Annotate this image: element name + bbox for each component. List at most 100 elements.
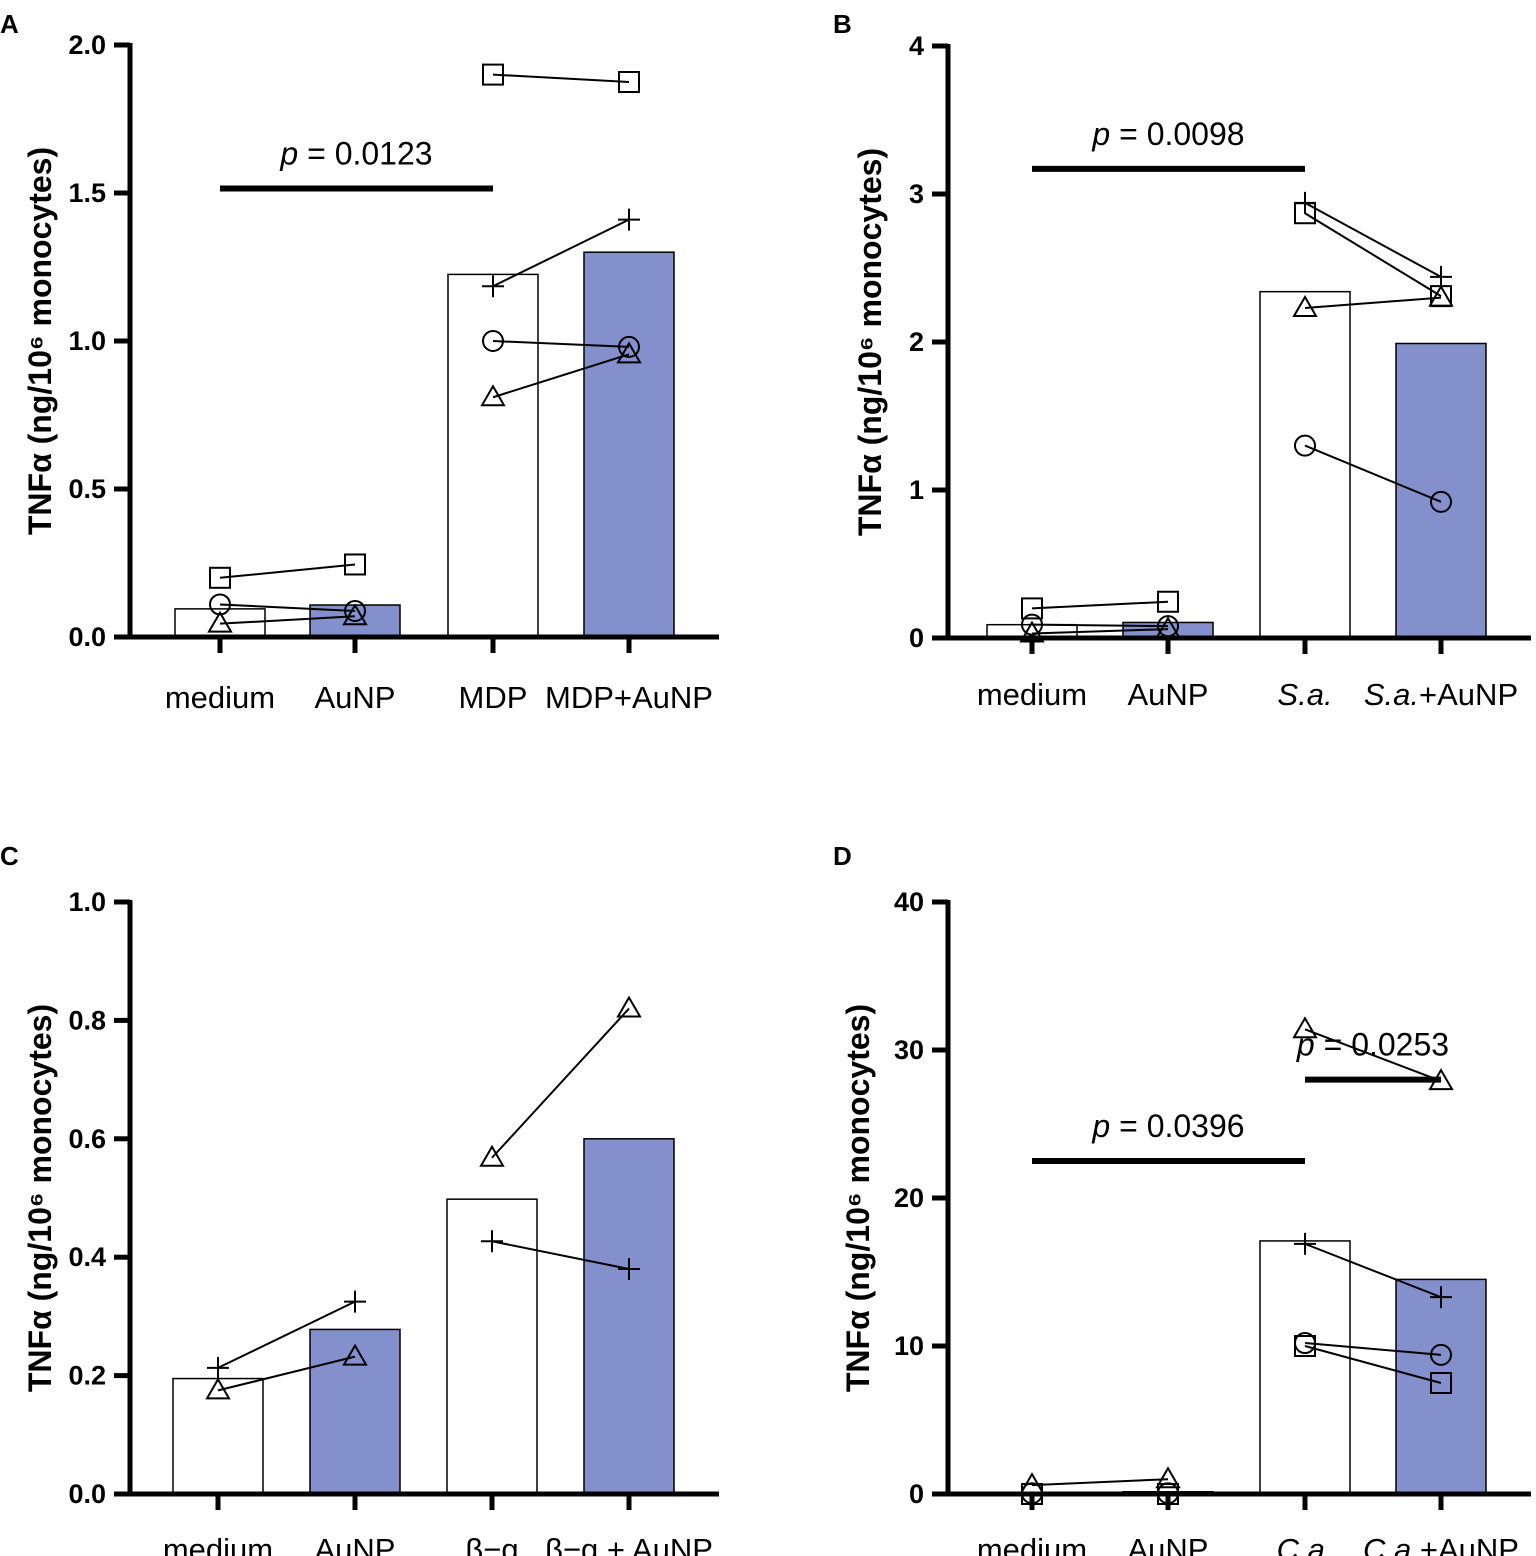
bar-3 xyxy=(447,273,539,638)
y-tick-label: 0.0 xyxy=(68,622,106,652)
marker-triangle xyxy=(342,603,368,626)
marker-triangle xyxy=(1019,620,1045,643)
donor-line xyxy=(1031,600,1169,610)
marker-triangle xyxy=(205,1377,231,1400)
marker-square xyxy=(1157,590,1179,613)
category-label: AuNP xyxy=(1128,677,1209,712)
marker-square xyxy=(344,553,366,576)
donor-line xyxy=(491,1007,630,1159)
category-label: AuNP xyxy=(1128,1532,1209,1556)
bar-4 xyxy=(583,1138,675,1495)
marker-circle xyxy=(1294,434,1316,457)
marker-plus xyxy=(618,1258,640,1281)
bar-1 xyxy=(172,1377,264,1495)
y-axis-label: TNFα (ng/10⁶ monocytes) xyxy=(22,1004,58,1392)
panel-letter: C xyxy=(0,841,19,871)
marker-triangle xyxy=(480,384,506,407)
marker-triangle xyxy=(1155,616,1181,639)
category-label: S.a.+AuNP xyxy=(1364,677,1518,712)
marker-triangle xyxy=(1155,1466,1181,1489)
donor-line xyxy=(492,340,630,348)
donor-line xyxy=(1304,212,1442,297)
category-label: medium xyxy=(163,1532,273,1556)
category-label: C.a. xyxy=(1277,1532,1334,1556)
marker-plus xyxy=(1430,265,1452,288)
y-tick-label: 1.0 xyxy=(68,887,106,917)
y-tick-label: 4 xyxy=(909,31,924,61)
panel-a: A 0.0 0.5 1.0 1.5 2.0 medium AuNP MDP MDP+AuNP TNF… xyxy=(0,9,719,715)
y-tick-label: 30 xyxy=(894,1035,924,1065)
donor-line xyxy=(219,563,356,579)
y-tick-label: 0.2 xyxy=(68,1361,106,1391)
y-tick-label: 0.5 xyxy=(68,474,106,504)
marker-circle xyxy=(1021,613,1043,636)
marker-plus xyxy=(1294,191,1316,214)
bar-3 xyxy=(1259,1240,1351,1495)
panel-letter: B xyxy=(833,9,852,39)
marker-square xyxy=(618,71,640,93)
panel-c: C 0.0 0.2 0.4 0.6 0.8 1.0 medium AuNP β−g β−g + Au… xyxy=(0,841,719,1556)
y-tick-label: 0 xyxy=(909,1479,924,1509)
donor-line xyxy=(491,1240,630,1271)
marker-square xyxy=(1157,1483,1179,1505)
p-value-label: p = 0.0396 xyxy=(1091,1108,1244,1144)
donor-line xyxy=(219,603,356,612)
y-tick-label: 40 xyxy=(894,887,924,917)
category-label: AuNP xyxy=(315,1532,396,1556)
category-label: medium xyxy=(165,680,275,715)
marker-circle xyxy=(618,335,640,358)
donor-line xyxy=(1304,444,1442,503)
marker-circle xyxy=(1430,490,1452,513)
marker-triangle xyxy=(616,341,642,364)
y-tick-label: 1.5 xyxy=(68,178,106,208)
y-axis-label: TNFα (ng/10⁶ monocytes) xyxy=(22,147,58,535)
marker-triangle xyxy=(207,610,233,633)
marker-plus xyxy=(344,1290,366,1313)
donor-line xyxy=(1304,1242,1442,1299)
donor-line xyxy=(492,73,630,83)
panel-letter: A xyxy=(0,9,19,39)
donor-line xyxy=(1304,1342,1442,1356)
p-value-label: p = 0.0253 xyxy=(1296,1027,1449,1063)
marker-triangle xyxy=(616,995,642,1018)
marker-plus xyxy=(1294,1232,1316,1255)
marker-square xyxy=(1430,1372,1452,1394)
bar-4 xyxy=(1395,1278,1487,1495)
marker-square xyxy=(1294,1335,1316,1357)
marker-triangle xyxy=(479,1144,505,1167)
marker-plus xyxy=(207,1356,229,1379)
category-label: β−g + AuNP xyxy=(545,1532,713,1556)
y-axis-label: TNFα (ng/10⁶ monocytes) xyxy=(840,1004,876,1392)
donor-line xyxy=(1304,202,1442,278)
donor-line xyxy=(1304,1028,1442,1083)
marker-square xyxy=(209,566,231,589)
marker-circle xyxy=(482,330,504,352)
marker-square xyxy=(1021,1483,1043,1505)
category-label: AuNP xyxy=(315,680,396,715)
category-label: MDP+AuNP xyxy=(545,680,713,715)
y-tick-label: 0.0 xyxy=(68,1479,106,1509)
marker-circle xyxy=(344,599,366,622)
bar-2 xyxy=(309,1328,401,1495)
category-label: medium xyxy=(977,1532,1087,1556)
donor-line xyxy=(1031,623,1169,628)
donor-line xyxy=(492,353,630,399)
y-axis-label: TNFα (ng/10⁶ monocytes) xyxy=(852,148,888,536)
p-value-label: p = 0.0098 xyxy=(1091,116,1244,152)
marker-triangle xyxy=(1292,294,1318,317)
marker-triangle xyxy=(1428,284,1454,307)
marker-plus xyxy=(482,275,504,298)
marker-square xyxy=(482,63,504,86)
donor-line xyxy=(217,1300,356,1369)
y-tick-label: 20 xyxy=(894,1183,924,1213)
category-label: S.a. xyxy=(1277,677,1332,712)
marker-circle xyxy=(1430,1343,1452,1366)
marker-triangle xyxy=(342,1343,368,1366)
donor-line xyxy=(492,218,630,288)
y-tick-label: 1 xyxy=(909,475,924,505)
y-tick-label: 0.6 xyxy=(68,1124,106,1154)
category-label: C.a.+AuNP xyxy=(1363,1532,1519,1556)
y-tick-label: 0.4 xyxy=(68,1242,106,1272)
category-label: β−g xyxy=(465,1532,518,1556)
